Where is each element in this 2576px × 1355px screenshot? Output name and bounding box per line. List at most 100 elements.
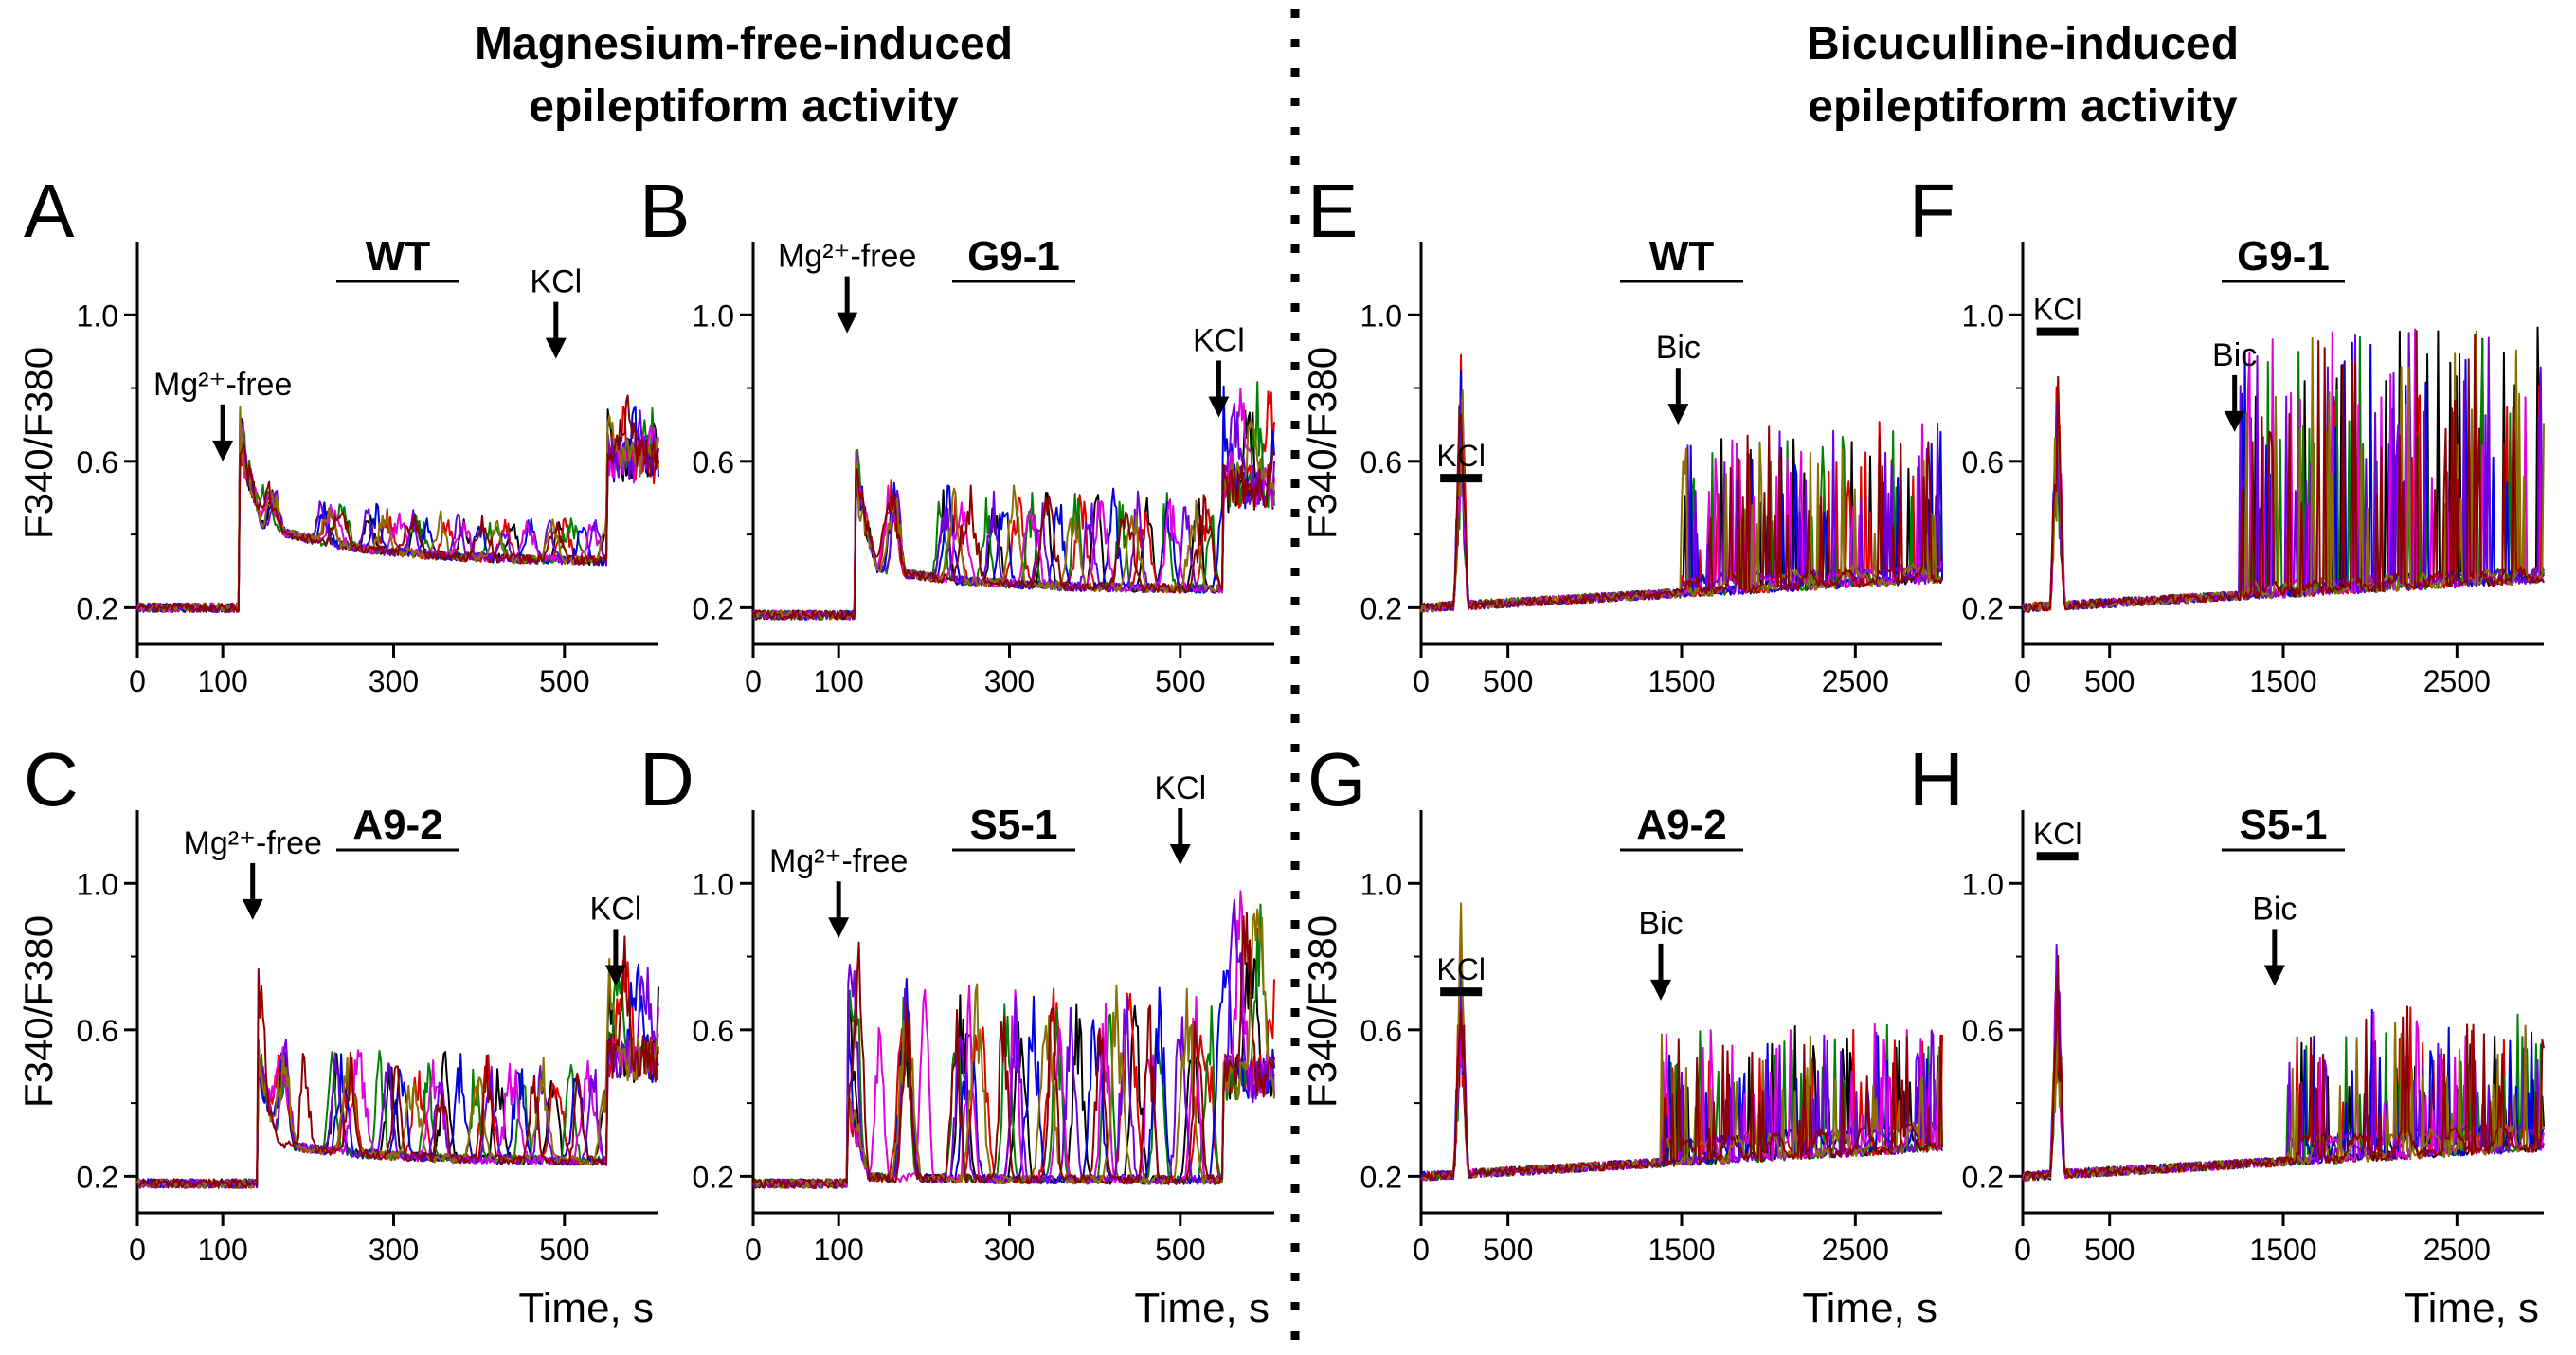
y-tick-label: 1.0 xyxy=(693,298,734,333)
y-tick-label: 1.0 xyxy=(1360,298,1402,333)
y-tick-label: 1.0 xyxy=(1360,867,1402,901)
annotation-label: KCl xyxy=(590,891,642,927)
panel-letter-h: H xyxy=(1909,737,1964,822)
panel-letter-d: D xyxy=(639,737,694,822)
panel-title-h: S5-1 xyxy=(2240,802,2328,848)
trace-group xyxy=(136,935,659,1189)
x-tick-label: 2500 xyxy=(2423,1233,2491,1267)
panel-title-c: A9-2 xyxy=(352,802,442,848)
y-tick-label: 0.2 xyxy=(77,591,118,625)
trace-series-8 xyxy=(2022,954,2545,1182)
y-tick-label: 0.6 xyxy=(1360,445,1402,479)
panel-title-a: WT xyxy=(366,233,431,280)
trace-series-8 xyxy=(136,394,659,614)
left-heading-line-1: Magnesium-free-induced xyxy=(475,19,1013,69)
x-tick-label: 0 xyxy=(129,664,146,698)
x-tick-label: 300 xyxy=(369,664,419,698)
x-tick-label: 0 xyxy=(1413,1233,1430,1267)
y-tick-label: 0.2 xyxy=(1962,1160,2004,1194)
x-axis-label: Time, s xyxy=(1134,1285,1270,1331)
panel-letter-g: G xyxy=(1307,737,1366,822)
panel-e: E WT 0.2 0.6 1.0 0 500 1500 2500 F340/F380 KCl Bic xyxy=(1300,169,1943,698)
annotation-arrow-head xyxy=(545,337,567,359)
x-axis-label: Time, s xyxy=(518,1285,654,1331)
x-axis-label: Time, s xyxy=(1802,1285,1937,1331)
x-tick-label: 2500 xyxy=(1822,1233,1889,1267)
annotation-label: Mg²⁺-free xyxy=(769,843,908,879)
panel-letter-e: E xyxy=(1307,169,1358,253)
panel-title-b: G9-1 xyxy=(967,233,1060,280)
x-tick-label: 0 xyxy=(2014,664,2031,698)
x-tick-label: 1500 xyxy=(1648,1233,1715,1267)
panel-letter-c: C xyxy=(24,737,79,822)
panel-a: A WT 0.2 0.6 1.0 0 100 300 500 F340/F380 Mg²⁺-free… xyxy=(16,169,659,698)
x-tick-label: 1500 xyxy=(2249,1233,2316,1267)
trace-series-1 xyxy=(136,408,659,614)
annotation-bar xyxy=(1440,474,1483,483)
x-tick-label: 1500 xyxy=(2249,664,2316,698)
annotation-arrow-head xyxy=(242,898,263,920)
trace-series-7 xyxy=(1420,388,1943,613)
trace-group xyxy=(1420,353,1943,613)
trace-series-5 xyxy=(136,421,659,613)
annotation-label: KCl xyxy=(1154,770,1206,806)
right-heading-line-1: Bicuculline-induced xyxy=(1807,19,2239,69)
y-tick-label: 1.0 xyxy=(77,298,118,333)
y-tick-label: 0.2 xyxy=(1962,591,2004,625)
annotation-label: KCl xyxy=(2033,817,2082,851)
annotation-arrow-head xyxy=(1650,979,1671,1001)
trace-series-6 xyxy=(1420,396,1943,613)
x-tick-label: 100 xyxy=(197,664,247,698)
y-tick-label: 0.2 xyxy=(693,1160,734,1194)
annotation-label: Bic xyxy=(2252,891,2297,927)
panel-d: D S5-1 0.2 0.6 1.0 0 100 300 500 Time, s Mg²⁺-free… xyxy=(639,737,1275,1331)
x-tick-label: 2500 xyxy=(2423,664,2491,698)
trace-group xyxy=(2022,943,2545,1182)
x-tick-label: 500 xyxy=(1155,1233,1205,1267)
trace-series-8 xyxy=(2022,330,2545,612)
y-tick-label: 0.2 xyxy=(693,591,734,625)
x-tick-label: 0 xyxy=(129,1233,146,1267)
annotation-label: KCl xyxy=(530,264,582,300)
annotation-label: Mg²⁺-free xyxy=(153,367,292,403)
annotation-arrow-head xyxy=(2224,410,2245,432)
panel-title-g: A9-2 xyxy=(1636,802,1726,848)
panel-letter-a: A xyxy=(24,169,75,253)
y-tick-label: 1.0 xyxy=(1962,298,2004,333)
panel-b: B G9-1 0.2 0.6 1.0 0 100 300 500 Mg²⁺-free KCl xyxy=(639,169,1275,698)
y-tick-label: 0.6 xyxy=(693,1014,734,1048)
y-tick-label: 1.0 xyxy=(77,867,118,901)
x-axis-label: Time, s xyxy=(2404,1285,2539,1331)
panel-f: F G9-1 0.2 0.6 1.0 0 500 1500 2500 KCl Bic xyxy=(1909,169,2545,698)
y-axis-label: F340/F380 xyxy=(1300,347,1344,539)
trace-series-7 xyxy=(2022,970,2545,1182)
x-tick-label: 500 xyxy=(1155,664,1205,698)
y-tick-label: 0.2 xyxy=(1360,591,1402,625)
panel-g: G A9-2 0.2 0.6 1.0 0 500 1500 2500 F340/F380 Time,… xyxy=(1300,737,1943,1331)
x-tick-label: 0 xyxy=(745,664,762,698)
x-tick-label: 0 xyxy=(2014,1233,2031,1267)
section-headings: Magnesium-free-induced epileptiform acti… xyxy=(475,19,2239,132)
x-tick-label: 500 xyxy=(2084,664,2135,698)
y-tick-label: 0.2 xyxy=(77,1160,118,1194)
annotation-arrow-head xyxy=(604,965,626,986)
trace-series-7 xyxy=(136,406,659,613)
x-tick-label: 0 xyxy=(1413,664,1430,698)
trace-group xyxy=(752,890,1275,1189)
panel-title-f: G9-1 xyxy=(2237,233,2330,280)
y-tick-label: 0.6 xyxy=(77,1014,118,1048)
annotation-arrow-head xyxy=(2263,965,2285,986)
annotation-label: Mg²⁺-free xyxy=(778,239,916,275)
x-tick-label: 1500 xyxy=(1648,664,1715,698)
x-tick-label: 300 xyxy=(369,1233,419,1267)
trace-series-8 xyxy=(752,912,1275,1189)
trace-series-8 xyxy=(136,935,659,1189)
panel-c: C A9-2 0.2 0.6 1.0 0 100 300 500 F340/F380 Time, s… xyxy=(16,737,659,1331)
trace-group xyxy=(1420,902,1943,1182)
annotation-arrow-head xyxy=(1208,396,1230,418)
x-tick-label: 300 xyxy=(984,1233,1035,1267)
x-tick-label: 500 xyxy=(539,1233,589,1267)
y-axis-label: F340/F380 xyxy=(16,347,61,539)
trace-group xyxy=(752,381,1275,621)
x-tick-label: 2500 xyxy=(1822,664,1889,698)
